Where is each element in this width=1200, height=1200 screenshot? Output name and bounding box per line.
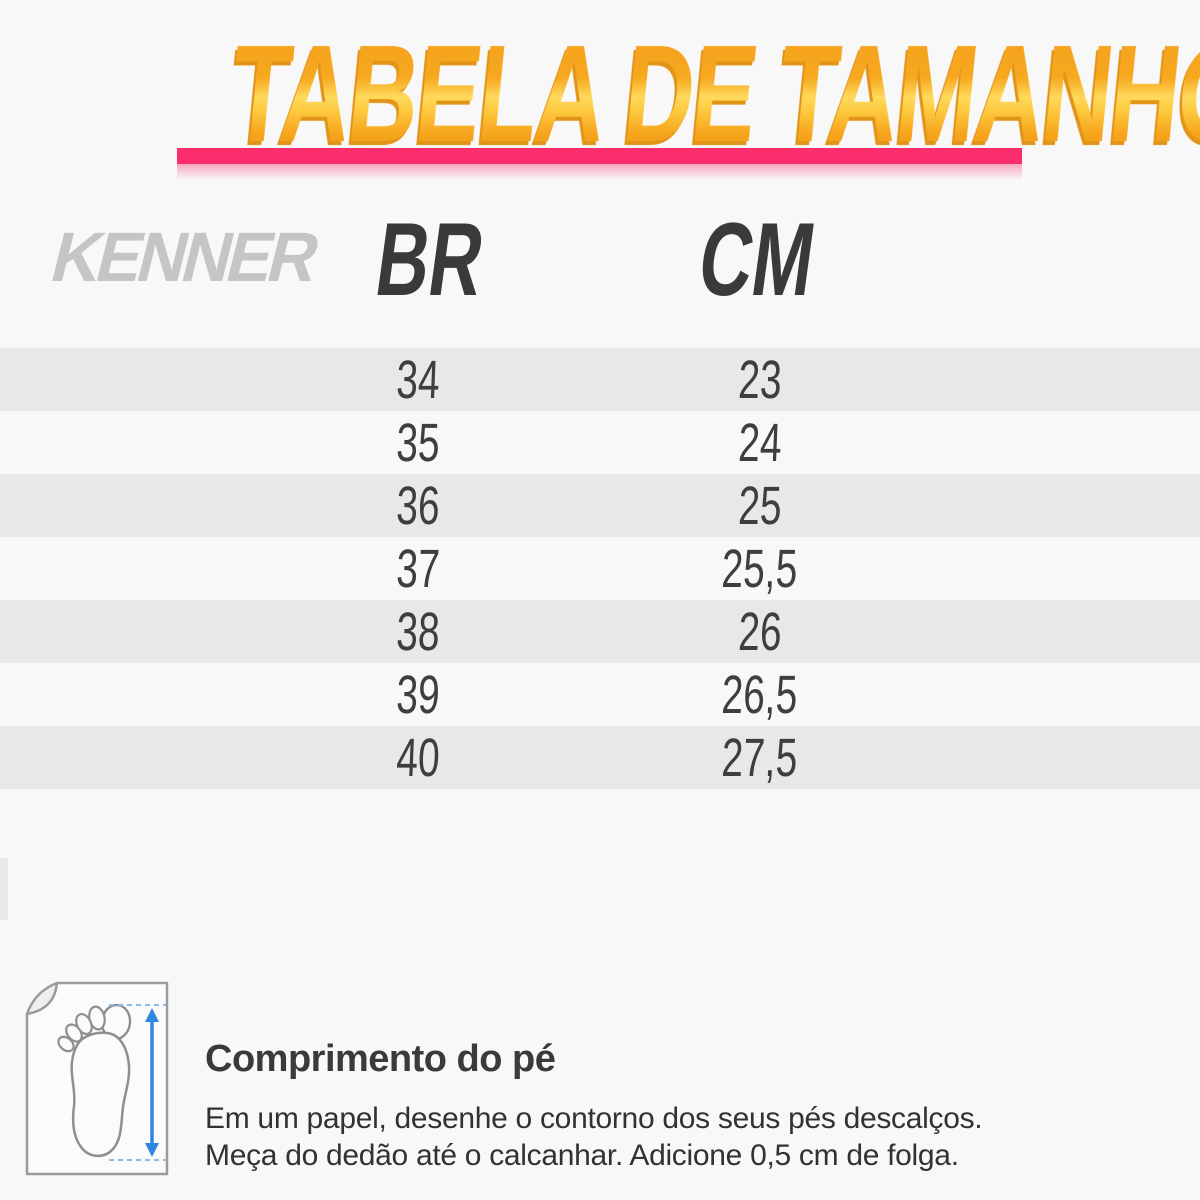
instructions-heading: Comprimento do pé [205,1038,556,1080]
br-value: 38 [395,601,441,662]
br-value: 35 [395,412,441,473]
foot-measure-icon [17,975,177,1183]
table-row: 36 25 [0,474,1200,537]
instructions-line-2: Meça do dedão até o calcanhar. Adicione … [205,1138,959,1172]
page-title-text: TABELA DE TAMANHOS [224,17,1200,171]
br-value: 39 [395,664,441,725]
table-row: 34 23 [0,348,1200,411]
cm-value: 25 [737,475,783,536]
br-value: 34 [395,349,441,410]
table-row: 38 26 [0,600,1200,663]
table-row: 35 24 [0,411,1200,474]
cm-value: 24 [737,412,783,473]
title-underline [177,148,1022,180]
column-header-cm: CM [692,202,822,318]
page-title: TABELA DE TAMANHOS [0,17,1200,171]
instructions-line-1: Em um papel, desenhe o contorno dos seus… [205,1101,983,1135]
cm-value: 27,5 [721,727,799,788]
table-row: 40 27,5 [0,726,1200,789]
column-header-br: BR [369,202,491,318]
kenner-logo: KENNER [44,218,325,296]
table-row: 39 26,5 [0,663,1200,726]
br-value: 36 [395,475,441,536]
br-value: 37 [395,538,441,599]
cm-value: 23 [737,349,783,410]
size-table: 34 23 35 24 36 25 37 25,5 38 26 [0,348,1200,789]
cm-value: 26 [737,601,783,662]
cm-value: 26,5 [721,664,799,725]
br-value: 40 [395,727,441,788]
instructions-block: Comprimento do pé Em um papel, desenhe o… [205,1038,1105,1174]
table-row: 37 25,5 [0,537,1200,600]
stripe-fragment [0,858,8,920]
cm-value: 25,5 [721,538,799,599]
